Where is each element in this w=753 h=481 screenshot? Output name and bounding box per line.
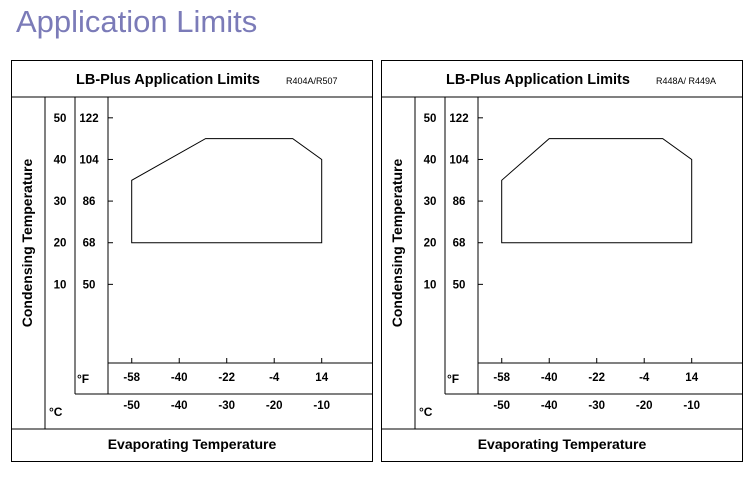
fahrenheit-unit-label: °F — [447, 372, 459, 386]
x-tick-label-fahrenheit: 14 — [315, 372, 328, 384]
y-tick-label-fahrenheit: 68 — [453, 238, 466, 250]
application-envelope — [501, 138, 693, 244]
x-tick-label-celsius: -30 — [588, 400, 605, 412]
panel-frame — [11, 60, 373, 462]
y-tick-label-fahrenheit: 50 — [83, 279, 96, 291]
x-tick-label-celsius: -40 — [541, 400, 558, 412]
chart-title: LB-Plus Application Limits — [76, 72, 260, 88]
y-tick-label-fahrenheit: 68 — [83, 238, 96, 250]
x-tick-label-fahrenheit: -4 — [269, 372, 280, 384]
x-tick-label-fahrenheit: -40 — [541, 372, 558, 384]
y-tick-label-celsius: 50 — [54, 113, 67, 125]
y-tick-label-celsius: 30 — [424, 196, 437, 208]
x-tick-label-fahrenheit: -4 — [639, 372, 650, 384]
x-tick-label-fahrenheit: -58 — [123, 372, 140, 384]
y-tick-label-celsius: 20 — [424, 238, 437, 250]
x-tick-label-celsius: -30 — [218, 400, 235, 412]
x-tick-label-celsius: -40 — [171, 400, 188, 412]
x-tick-label-celsius: -10 — [313, 400, 330, 412]
y-tick-label-celsius: 30 — [54, 196, 67, 208]
chart-subtitle: R448A/ R449A — [656, 76, 716, 86]
y-tick-label-fahrenheit: 50 — [453, 279, 466, 291]
y-tick-label-fahrenheit: 104 — [79, 154, 99, 166]
x-axis-label: Evaporating Temperature — [108, 436, 277, 452]
y-tick-label-fahrenheit: 86 — [83, 196, 96, 208]
x-tick-label-celsius: -20 — [636, 400, 653, 412]
panel-frame — [381, 60, 743, 462]
y-tick-label-fahrenheit: 86 — [453, 196, 466, 208]
x-tick-label-celsius: -50 — [123, 400, 140, 412]
page-title: Application Limits — [16, 4, 258, 39]
x-axis-label: Evaporating Temperature — [478, 436, 647, 452]
chart-title: LB-Plus Application Limits — [446, 72, 630, 88]
x-tick-label-fahrenheit: -40 — [171, 372, 188, 384]
y-tick-label-fahrenheit: 122 — [449, 113, 468, 125]
y-tick-label-celsius: 10 — [54, 279, 67, 291]
x-tick-label-fahrenheit: -22 — [218, 372, 235, 384]
y-tick-label-fahrenheit: 122 — [79, 113, 98, 125]
y-tick-label-celsius: 40 — [54, 154, 67, 166]
x-tick-label-fahrenheit: -58 — [493, 372, 510, 384]
y-tick-label-celsius: 10 — [424, 279, 437, 291]
x-tick-label-celsius: -10 — [683, 400, 700, 412]
celsius-unit-label: °C — [49, 405, 63, 419]
fahrenheit-unit-label: °F — [77, 372, 89, 386]
x-tick-label-celsius: -20 — [266, 400, 283, 412]
x-tick-label-fahrenheit: 14 — [685, 372, 698, 384]
application-envelope — [131, 138, 323, 244]
chart-subtitle: R404A/R507 — [286, 76, 338, 86]
chart-panel-r404a: LB-Plus Application Limits R404A/R507 Cond… — [11, 60, 373, 462]
y-axis-label: Condensing Temperature — [19, 159, 35, 328]
y-tick-label-celsius: 20 — [54, 238, 67, 250]
chart-panel-r448a: LB-Plus Application Limits R448A/ R449A Co… — [381, 60, 743, 462]
x-tick-label-celsius: -50 — [493, 400, 510, 412]
celsius-unit-label: °C — [419, 405, 433, 419]
y-axis-label: Condensing Temperature — [389, 159, 405, 328]
y-tick-label-fahrenheit: 104 — [449, 154, 469, 166]
x-tick-label-fahrenheit: -22 — [588, 372, 605, 384]
y-tick-label-celsius: 40 — [424, 154, 437, 166]
y-tick-label-celsius: 50 — [424, 113, 437, 125]
